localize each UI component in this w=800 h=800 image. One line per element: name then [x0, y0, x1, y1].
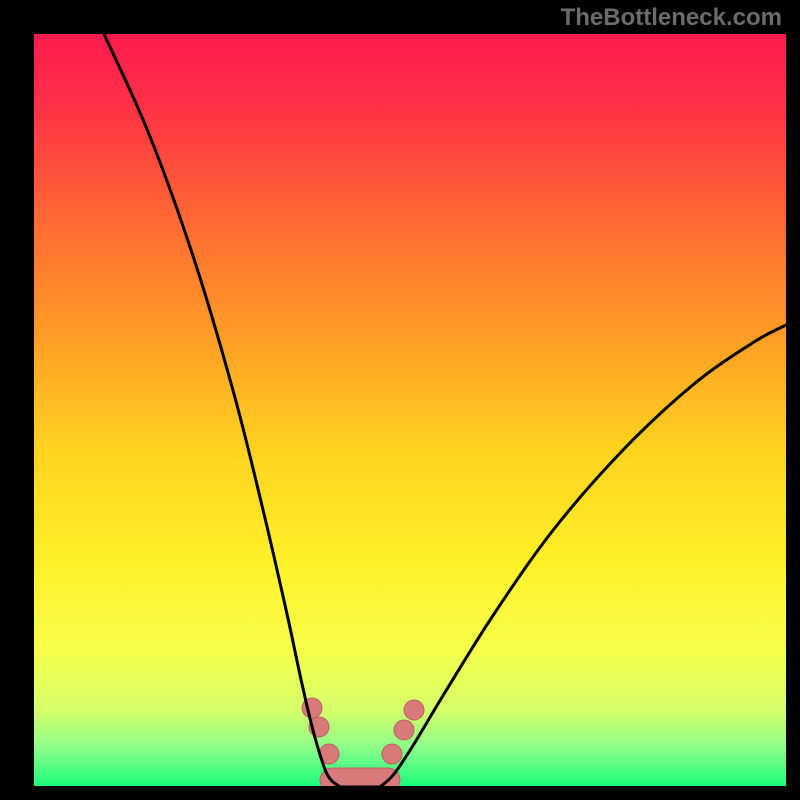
curve-right [380, 324, 788, 787]
marker-dot [404, 700, 424, 720]
chart-frame: TheBottleneck.com [0, 0, 800, 800]
curve-left [104, 34, 340, 787]
marker-dot [382, 744, 402, 764]
watermark-text: TheBottleneck.com [561, 4, 782, 32]
markers-group [302, 698, 424, 792]
chart-svg [0, 0, 800, 800]
marker-dot [394, 720, 414, 740]
